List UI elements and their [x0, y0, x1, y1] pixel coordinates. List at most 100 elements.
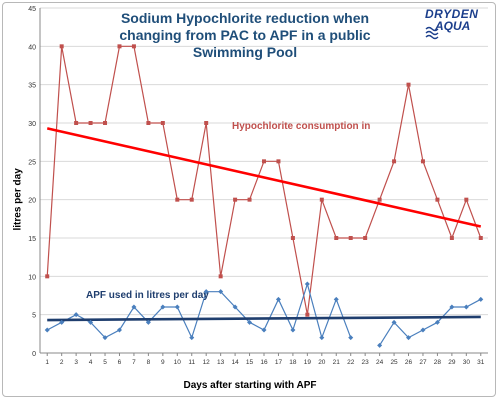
- data-point: [174, 304, 180, 310]
- data-point: [377, 197, 382, 202]
- data-point: [262, 159, 266, 164]
- data-point: [117, 44, 122, 49]
- data-point: [377, 342, 383, 348]
- data-point: [146, 121, 151, 125]
- data-point: [392, 159, 397, 164]
- data-point: [434, 319, 440, 325]
- data-point: [319, 335, 325, 341]
- x-tick-label: 3: [74, 359, 78, 366]
- y-tick-label: 45: [28, 6, 36, 13]
- data-point: [160, 121, 165, 125]
- data-point: [232, 304, 238, 310]
- data-point: [363, 236, 368, 240]
- data-point: [391, 319, 397, 325]
- data-point: [103, 121, 108, 125]
- y-tick-label: 0: [32, 351, 36, 358]
- data-point: [73, 312, 79, 318]
- data-point: [449, 236, 454, 240]
- data-point: [74, 121, 79, 125]
- x-tick-label: 23: [362, 359, 370, 366]
- data-point: [233, 197, 238, 202]
- x-tick-label: 29: [448, 359, 456, 366]
- x-tick-label: 17: [275, 359, 283, 366]
- x-tick-label: 21: [333, 359, 341, 366]
- data-point: [333, 296, 339, 302]
- y-tick-label: 10: [28, 274, 36, 281]
- x-tick-label: 12: [203, 359, 211, 366]
- data-point: [406, 335, 412, 341]
- series-annotation: APF used in litres per day: [86, 290, 209, 301]
- x-tick-label: 30: [463, 359, 471, 366]
- y-tick-label: 5: [32, 313, 36, 320]
- logo-text-line2: AQUA: [435, 19, 471, 33]
- data-point: [261, 327, 267, 333]
- x-tick-label: 19: [304, 359, 312, 366]
- x-tick-label: 11: [188, 359, 195, 366]
- data-point: [348, 236, 353, 240]
- x-tick-label: 31: [477, 359, 485, 366]
- y-tick-label: 15: [28, 236, 36, 243]
- brand-logo: DRYDEN AQUA: [425, 8, 487, 40]
- x-tick-label: 25: [390, 359, 398, 366]
- data-point: [290, 236, 295, 240]
- data-point: [116, 327, 122, 333]
- data-point: [175, 197, 180, 202]
- data-point: [276, 159, 281, 164]
- y-tick-label: 30: [28, 121, 36, 128]
- data-point: [464, 197, 469, 202]
- x-tick-label: 6: [118, 359, 122, 366]
- data-point: [420, 327, 426, 333]
- x-tick-label: 27: [419, 359, 427, 366]
- data-point: [59, 44, 64, 49]
- x-tick-label: 10: [174, 359, 182, 366]
- data-point: [59, 319, 65, 325]
- trendline: [47, 315, 481, 322]
- x-tick-label: 18: [289, 359, 297, 366]
- x-tick-label: 5: [103, 359, 107, 366]
- data-point: [478, 236, 483, 240]
- data-point: [203, 289, 209, 295]
- x-tick-label: 28: [434, 359, 442, 366]
- x-tick-label: 8: [147, 359, 151, 366]
- data-point: [102, 335, 108, 341]
- y-tick-label: 40: [28, 44, 36, 51]
- logo-text-line1: DRYDEN: [425, 7, 479, 21]
- x-axis-label: Days after starting with APF: [183, 380, 317, 391]
- data-point: [88, 319, 94, 325]
- x-tick-label: 15: [246, 359, 254, 366]
- x-tick-label: 1: [45, 359, 49, 366]
- series-line: [46, 281, 352, 340]
- data-point: [319, 197, 324, 202]
- data-point: [45, 274, 50, 279]
- x-tick-label: 9: [161, 359, 165, 366]
- x-tick-label: 14: [231, 359, 239, 366]
- data-point: [247, 319, 253, 325]
- data-point: [449, 304, 455, 310]
- y-tick-label: 35: [28, 83, 36, 90]
- x-tick-label: 2: [60, 359, 64, 366]
- data-point: [420, 159, 425, 164]
- x-tick-label: 13: [217, 359, 225, 366]
- data-point: [204, 121, 209, 125]
- trendline: [46, 127, 482, 228]
- y-tick-label: 20: [28, 198, 36, 205]
- wave-icon: [425, 26, 439, 40]
- y-tick-label: 25: [28, 159, 36, 166]
- data-point: [304, 281, 310, 287]
- series-annotation: Hypochlorite consumption in: [232, 121, 370, 132]
- x-tick-label: 7: [132, 359, 136, 366]
- data-point: [478, 296, 484, 302]
- data-point: [131, 304, 137, 310]
- x-tick-label: 22: [347, 359, 355, 366]
- data-point: [406, 82, 411, 87]
- x-tick-label: 4: [89, 359, 93, 366]
- data-point: [218, 289, 224, 295]
- data-point: [305, 312, 310, 317]
- data-point: [334, 236, 339, 240]
- chart-title: Sodium Hypochlorite reduction when chang…: [119, 10, 371, 60]
- data-point: [44, 327, 50, 333]
- data-point: [290, 327, 296, 333]
- data-point: [131, 44, 136, 49]
- data-point: [435, 197, 440, 202]
